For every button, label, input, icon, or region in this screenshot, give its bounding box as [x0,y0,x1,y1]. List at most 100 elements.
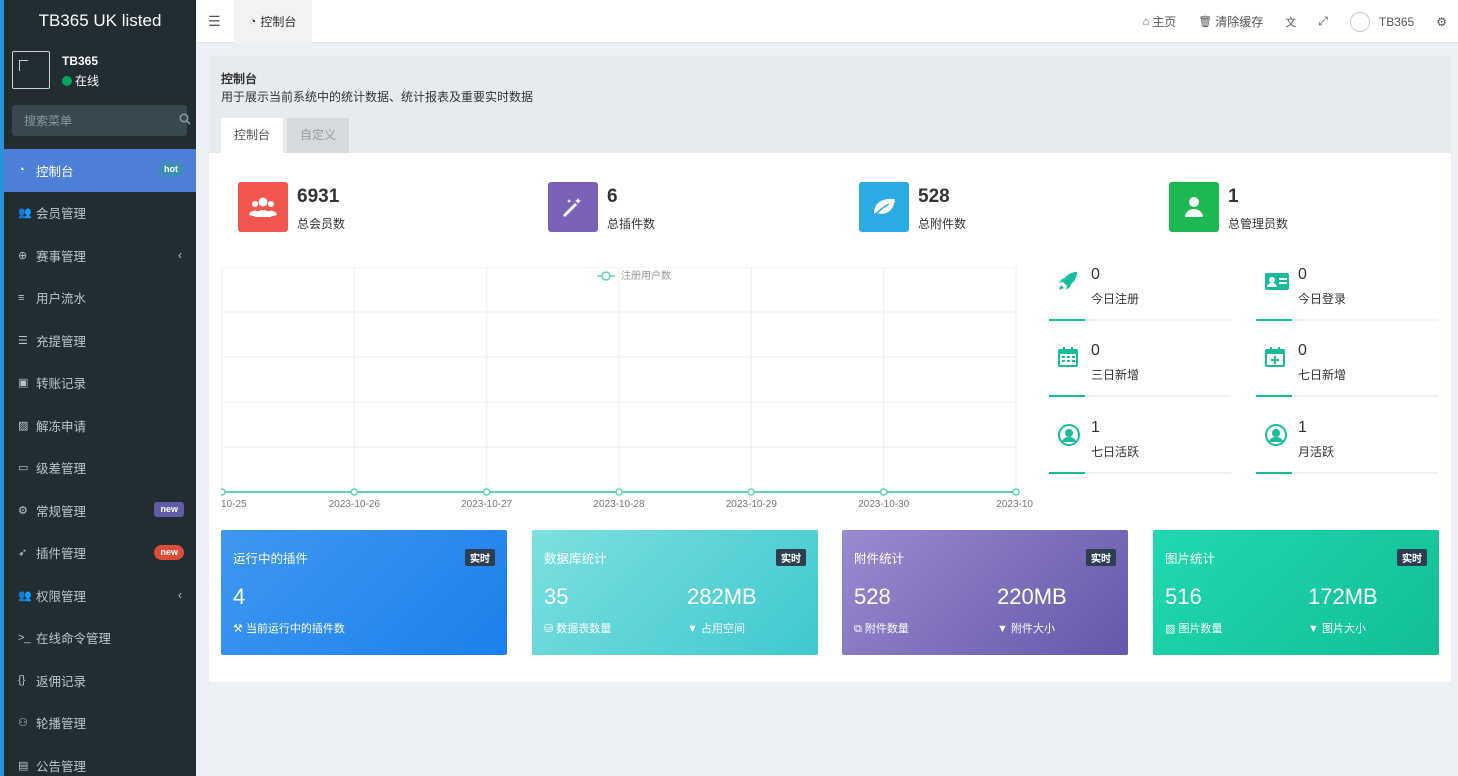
users-icon: 👥 [18,207,32,220]
data-point [747,488,756,496]
card-title: 图片统计 [1165,552,1216,566]
hot-badge: hot [158,162,184,177]
x-tick-label: 10-25 [221,499,247,510]
card-label: ▼ 附件大小 [997,623,1055,635]
sidebar-item-unfreeze[interactable]: ▨ 解冻申请 [4,404,196,447]
mini-stat-bar [1256,395,1438,397]
card-image-stats: 图片统计 实时 516 172MB ▧ 图片数量 ▼ 图片大小 [1153,530,1439,655]
mini-stat-bar [1256,319,1438,321]
home-link[interactable]: ⌂ 主页 [1132,13,1188,30]
menu-search-input[interactable] [24,113,179,128]
data-point [615,488,623,496]
language-button[interactable]: 文 [1274,14,1307,30]
sidebar-item-members[interactable]: 👥 会员管理 [4,192,196,235]
stat-admins: 1 总管理员数 [1169,182,1288,232]
files-icon: ⧉ [854,623,862,635]
sidebar-item-carousel[interactable]: ⚇ 轮播管理 [4,702,196,745]
content-header: 控制台 用于展示当前系统中的统计数据、统计报表及重要实时数据 控制台 自定义 [209,56,1451,153]
card-running-plugins: 运行中的插件 实时 4 ⚒ 当前运行中的插件数 [221,530,507,655]
tab-dashboard[interactable]: ◔ 控制台 [234,0,312,43]
menu-toggle-icon[interactable]: ☰ [208,13,221,29]
tab-label: 控制台 [260,15,297,29]
sidebar-menu: ◔ 控制台 hot 👥 会员管理 ⊕ 赛事管理 ‹ ≡ 用户流水 ☰ 充提管理 … [4,149,196,776]
tab-custom[interactable]: 自定义 [287,118,350,153]
calendar-icon [1057,346,1079,374]
stat-value: 528 [918,186,950,207]
sidebar-item-online-command[interactable]: >_ 在线命令管理 [4,617,196,660]
sidebar-item-general[interactable]: ⚙ 常规管理 new [4,489,196,532]
sidebar-item-label: 轮播管理 [36,717,87,732]
sidebar-item-permissions[interactable]: 👥 权限管理 ‹ [4,574,196,617]
nav-right: ⌂ 主页 🗑 清除缓存 文 ⤢ TB365 ⚙ [1132,0,1458,43]
card-title: 附件统计 [854,552,905,566]
x-tick-label: 2023-10-28 [593,499,645,510]
new-badge: new [154,544,184,560]
search-icon[interactable] [179,113,191,128]
data-point [350,488,359,496]
card-title: 运行中的插件 [233,552,309,566]
edit-icon: ▨ [18,419,29,432]
mini-stat-value: 0 [1091,266,1100,283]
legend-marker [601,271,611,281]
realtime-badge: 实时 [1086,549,1116,566]
mini-stat-today-register: 0 今日注册 [1049,266,1231,321]
sidebar-item-label: 会员管理 [36,207,87,222]
sidebar-item-plugins[interactable]: ➶ 插件管理 new [4,532,196,575]
sidebar-item-transfer-records[interactable]: ▣ 转账记录 [4,362,196,405]
mini-stat-seven-day-new: 0 七日新增 [1256,342,1438,397]
new-badge: new [154,502,184,517]
sidebar-item-events[interactable]: ⊕ 赛事管理 ‹ [4,234,196,277]
realtime-badge: 实时 [465,549,495,566]
group-icon: 👥 [18,589,32,602]
legend-label: 注册用户数 [621,269,671,282]
x-tick-label: 2023-10-27 [461,499,513,510]
sidebar-item-commission[interactable]: {} 返佣记录 [4,659,196,702]
page-description: 用于展示当前系统中的统计数据、统计报表及重要实时数据 [221,90,534,104]
user-status: 在线 [62,72,99,89]
stat-label: 总附件数 [918,217,967,231]
stat-members: 6931 总会员数 [238,182,345,232]
user-menu[interactable]: TB365 [1339,11,1425,32]
sidebar-item-user-flow[interactable]: ≡ 用户流水 [4,277,196,320]
sidebar-item-deposit-withdraw[interactable]: ☰ 充提管理 [4,319,196,362]
user-icon [1185,197,1203,217]
x-tick-label: 2023-10-29 [726,499,778,510]
sidebar-item-label: 公告管理 [36,759,87,774]
sidebar-item-dashboard[interactable]: ◔ 控制台 hot [4,149,196,192]
sidebar-item-label: 常规管理 [36,504,87,519]
sidebar-item-label: 用户流水 [36,292,87,307]
sidebar-item-level-diff[interactable]: ▭ 级差管理 [4,447,196,490]
notice-icon: ▤ [18,759,29,772]
user-status-label: 在线 [75,74,100,88]
users-icon [249,197,277,217]
clear-cache-button[interactable]: 🗑 清除缓存 [1187,13,1274,30]
id-card-icon [1264,270,1290,298]
mini-stat-label: 月活跃 [1298,445,1335,459]
fullscreen-button[interactable]: ⤢ [1307,14,1339,29]
sidebar-item-label: 插件管理 [36,547,87,562]
sidebar-item-label: 级差管理 [36,462,87,477]
mini-stat-value: 1 [1298,419,1307,436]
card-label: ▼ 图片大小 [1308,623,1366,635]
mini-stat-label: 七日活跃 [1091,445,1140,459]
trash-icon: 🗑 [1198,16,1213,28]
sidebar-item-label: 赛事管理 [36,249,87,264]
stat-attachments: 528 总附件数 [859,182,966,232]
user-circle-icon [1057,423,1081,453]
cogs-icon: ⚙ [1436,14,1447,29]
stat-icon-box [859,182,909,232]
stat-value: 6931 [297,186,340,207]
rocket-icon [1057,270,1079,298]
tab-dashboard[interactable]: 控制台 [221,118,284,153]
magic-icon [562,198,581,218]
leaf-icon [872,198,895,218]
money-icon: ▣ [18,377,29,390]
brand-logo[interactable]: TB365 UK listed [4,0,196,43]
card-value: 4 [233,584,246,609]
mini-stat-label: 七日新增 [1298,368,1347,382]
sidebar-item-label: 返佣记录 [36,674,87,689]
sidebar-item-notices[interactable]: ▤ 公告管理 [4,744,196,776]
stat-icon-box [1169,182,1219,232]
settings-button[interactable]: ⚙ [1425,15,1458,29]
card-label: ▧ 图片数量 [1165,623,1223,635]
